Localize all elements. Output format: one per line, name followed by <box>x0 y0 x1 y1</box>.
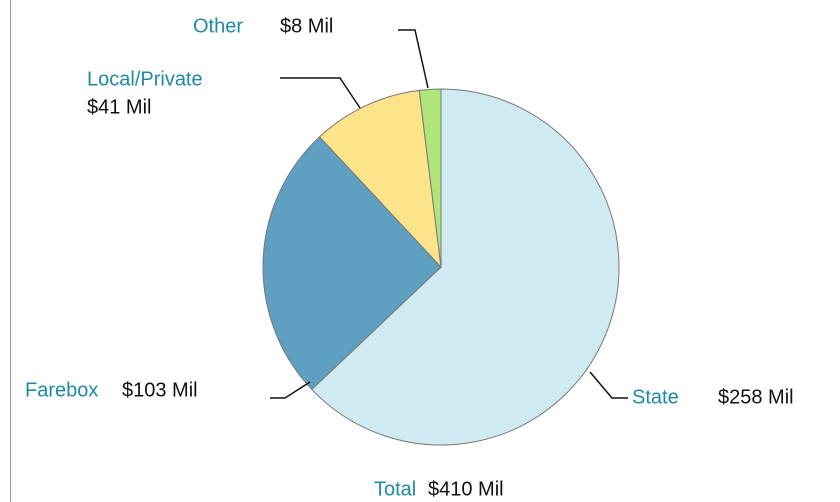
slice-name: Local/Private <box>87 68 203 90</box>
pie-slice <box>262 136 442 391</box>
slice-name: Farebox <box>25 379 98 401</box>
total-value: $410 Mil <box>428 478 504 500</box>
leader-line <box>280 77 361 109</box>
slice-name: State <box>632 386 679 408</box>
pie-slice <box>418 88 442 268</box>
slice-value: $8 Mil <box>280 15 333 37</box>
slice-value: $258 Mil <box>718 386 794 408</box>
total-name: Total <box>374 478 416 500</box>
leader-line <box>398 29 429 89</box>
slice-value: $103 Mil <box>122 379 198 401</box>
pie-slice <box>318 89 442 269</box>
slice-value: $41 Mil <box>87 96 151 118</box>
leader-line <box>589 371 628 399</box>
pie-slice <box>311 88 620 446</box>
leader-line <box>270 381 311 399</box>
slice-name: Other <box>193 15 243 37</box>
